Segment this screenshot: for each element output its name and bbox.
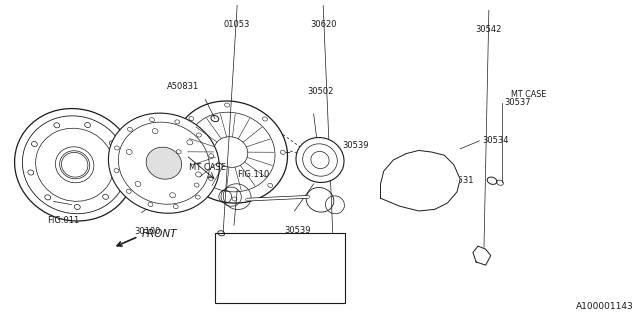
Text: MT CASE: MT CASE [189,164,227,172]
Text: MT CASE: MT CASE [511,90,547,99]
Ellipse shape [296,138,344,182]
Text: 30539: 30539 [284,226,311,235]
Text: 30531: 30531 [447,176,474,185]
Text: A50831: A50831 [167,82,199,91]
Text: FIG.110: FIG.110 [237,170,269,179]
Bar [215,233,346,303]
Ellipse shape [174,101,287,203]
Text: 30542: 30542 [476,25,502,34]
Polygon shape [381,150,460,211]
Text: 30210: 30210 [221,243,247,252]
Text: 30100: 30100 [135,227,161,236]
Text: 30537: 30537 [505,98,531,107]
Text: 30534: 30534 [483,136,509,145]
Text: FRONT: FRONT [141,229,177,239]
Text: 30502: 30502 [307,87,333,96]
Text: FIG.011: FIG.011 [47,216,79,225]
Ellipse shape [146,147,182,179]
Ellipse shape [487,177,497,184]
Text: 01053: 01053 [224,20,250,29]
Text: A100001143: A100001143 [576,302,634,311]
Text: 30620: 30620 [310,20,337,29]
Polygon shape [473,246,491,265]
Ellipse shape [108,113,220,213]
Text: 30539: 30539 [342,141,369,150]
